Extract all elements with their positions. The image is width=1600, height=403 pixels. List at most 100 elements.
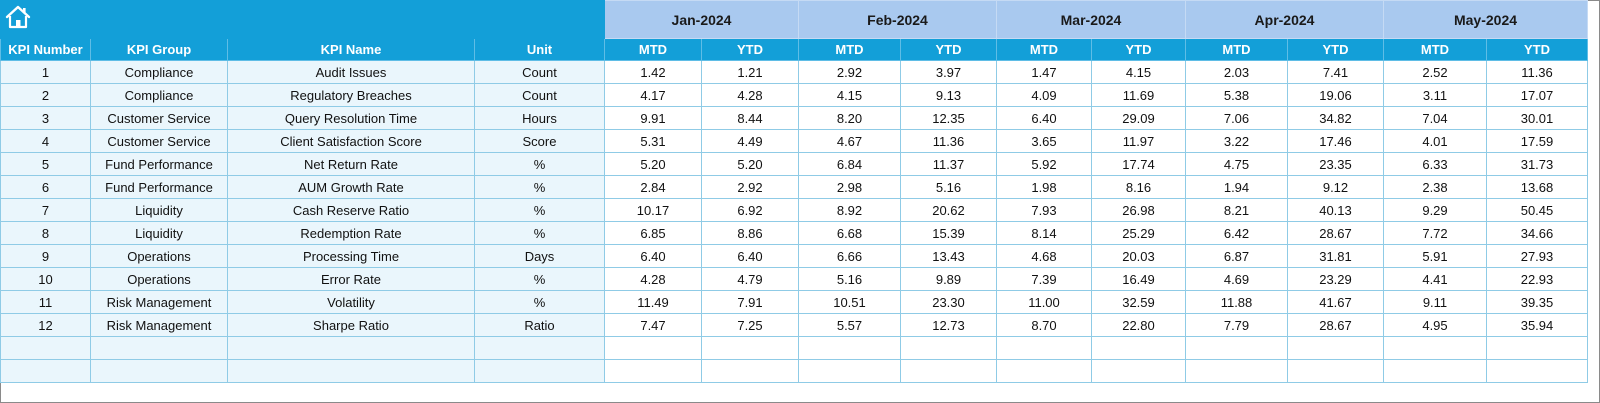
column-header: KPI Name xyxy=(227,38,475,61)
empty-cell xyxy=(604,336,702,360)
value-cell: 19.06 xyxy=(1287,83,1384,107)
value-cell: 41.67 xyxy=(1287,290,1384,314)
empty-cell xyxy=(227,336,475,360)
period-header: YTD xyxy=(900,38,997,61)
value-cell: 7.06 xyxy=(1185,106,1288,130)
value-cell: 1.94 xyxy=(1185,175,1288,199)
kpi-table: Jan-2024 Feb-2024 Mar-2024 Apr-2024 May-2024… xyxy=(0,0,1588,383)
empty-cell xyxy=(798,336,901,360)
label-cell: % xyxy=(474,221,605,245)
value-cell: 11.88 xyxy=(1185,290,1288,314)
value-cell: 29.09 xyxy=(1091,106,1186,130)
label-cell: Risk Management xyxy=(90,290,228,314)
label-cell: Days xyxy=(474,244,605,268)
label-cell: Liquidity xyxy=(90,221,228,245)
label-cell: 10 xyxy=(0,267,91,291)
label-cell: Count xyxy=(474,60,605,84)
data-row: 12 Risk Management Sharpe Ratio Ratio 7.47 7.… xyxy=(0,313,1588,337)
data-row: 6 Fund Performance AUM Growth Rate% 2.84 2.9… xyxy=(0,175,1588,199)
value-cell: 4.17 xyxy=(604,83,702,107)
empty-cell xyxy=(90,336,228,360)
value-cell: 8.92 xyxy=(798,198,901,222)
value-cell: 17.46 xyxy=(1287,129,1384,153)
period-header: YTD xyxy=(1091,38,1186,61)
empty-cell xyxy=(474,336,605,360)
value-cell: 11.97 xyxy=(1091,129,1186,153)
empty-cell xyxy=(227,359,475,383)
label-cell: 9 xyxy=(0,244,91,268)
value-cell: 4.49 xyxy=(701,129,799,153)
empty-cell xyxy=(996,336,1092,360)
empty-cell xyxy=(1091,359,1186,383)
empty-cell xyxy=(1383,359,1487,383)
label-cell: Risk Management xyxy=(90,313,228,337)
value-cell: 28.67 xyxy=(1287,221,1384,245)
label-cell: 11 xyxy=(0,290,91,314)
value-cell: 3.22 xyxy=(1185,129,1288,153)
value-cell: 25.29 xyxy=(1091,221,1186,245)
period-header: MTD xyxy=(996,38,1092,61)
value-cell: 6.33 xyxy=(1383,152,1487,176)
value-cell: 17.74 xyxy=(1091,152,1186,176)
value-cell: 2.38 xyxy=(1383,175,1487,199)
header-bar xyxy=(0,0,605,39)
value-cell: 2.52 xyxy=(1383,60,1487,84)
value-cell: 23.29 xyxy=(1287,267,1384,291)
value-cell: 2.92 xyxy=(701,175,799,199)
empty-cell xyxy=(701,336,799,360)
value-cell: 11.36 xyxy=(1486,60,1588,84)
value-cell: 4.75 xyxy=(1185,152,1288,176)
value-cell: 11.36 xyxy=(900,129,997,153)
home-icon[interactable] xyxy=(4,4,32,30)
value-cell: 1.47 xyxy=(996,60,1092,84)
value-cell: 4.68 xyxy=(996,244,1092,268)
value-cell: 4.79 xyxy=(701,267,799,291)
period-header: MTD xyxy=(604,38,702,61)
value-cell: 6.42 xyxy=(1185,221,1288,245)
value-cell: 5.38 xyxy=(1185,83,1288,107)
period-header: MTD xyxy=(1185,38,1288,61)
data-row: 5 Fund Performance Net Return Rate% 5.20 5.2… xyxy=(0,152,1588,176)
label-cell: Count xyxy=(474,83,605,107)
label-cell: Error Rate xyxy=(227,267,475,291)
label-cell: Query Resolution Time xyxy=(227,106,475,130)
value-cell: 10.17 xyxy=(604,198,702,222)
empty-cell xyxy=(900,359,997,383)
value-cell: 4.15 xyxy=(1091,60,1186,84)
data-row: 8 Liquidity Redemption Rate% 6.85 8.86 6.68 15… xyxy=(0,221,1588,245)
month-header: Mar-2024 xyxy=(996,0,1186,39)
label-cell: Compliance xyxy=(90,60,228,84)
value-cell: 6.87 xyxy=(1185,244,1288,268)
empty-cell xyxy=(90,359,228,383)
data-row: 7 Liquidity Cash Reserve Ratio% 10.17 6.92 8.… xyxy=(0,198,1588,222)
empty-cell xyxy=(474,359,605,383)
value-cell: 34.82 xyxy=(1287,106,1384,130)
value-cell: 23.35 xyxy=(1287,152,1384,176)
empty-cell xyxy=(1185,359,1288,383)
value-cell: 7.25 xyxy=(701,313,799,337)
value-cell: 32.59 xyxy=(1091,290,1186,314)
label-cell: Client Satisfaction Score xyxy=(227,129,475,153)
value-cell: 31.73 xyxy=(1486,152,1588,176)
value-cell: 5.31 xyxy=(604,129,702,153)
value-cell: 11.69 xyxy=(1091,83,1186,107)
label-cell: % xyxy=(474,152,605,176)
label-cell: Sharpe Ratio xyxy=(227,313,475,337)
column-header: Unit xyxy=(474,38,605,61)
column-header: KPI Number xyxy=(0,38,91,61)
data-row: 1 Compliance Audit Issues Count 1.42 1.21 2.92… xyxy=(0,60,1588,84)
value-cell: 35.94 xyxy=(1486,313,1588,337)
subheader-row: KPI Number KPI Group KPI Name Unit MTD YTD MTD… xyxy=(0,38,1588,61)
value-cell: 15.39 xyxy=(900,221,997,245)
value-cell: 16.49 xyxy=(1091,267,1186,291)
value-cell: 13.68 xyxy=(1486,175,1588,199)
value-cell: 12.73 xyxy=(900,313,997,337)
empty-cell xyxy=(1091,336,1186,360)
value-cell: 4.15 xyxy=(798,83,901,107)
value-cell: 8.86 xyxy=(701,221,799,245)
label-cell: 12 xyxy=(0,313,91,337)
label-cell: Liquidity xyxy=(90,198,228,222)
value-cell: 3.97 xyxy=(900,60,997,84)
label-cell: Operations xyxy=(90,267,228,291)
label-cell: Customer Service xyxy=(90,106,228,130)
